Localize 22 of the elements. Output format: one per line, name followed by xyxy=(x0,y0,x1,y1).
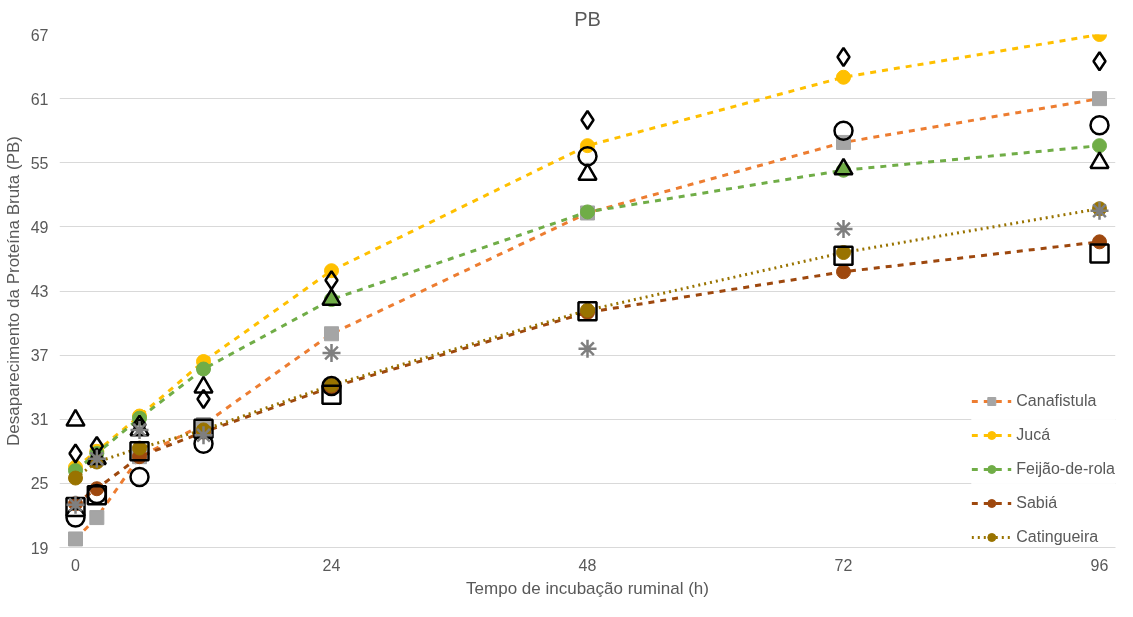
y-tick-label: 19 xyxy=(30,539,49,557)
y-tick-label: 25 xyxy=(30,475,49,493)
x-axis-title: Tempo de incubação ruminal (h) xyxy=(466,578,709,598)
legend-label: Sabiá xyxy=(1016,494,1058,512)
chart-title: PB xyxy=(574,7,601,30)
y-tick-label: 31 xyxy=(30,411,49,429)
legend-label: Feijão-de-rola xyxy=(1016,460,1115,478)
legend-label: Canafistula xyxy=(1016,392,1097,410)
x-tick-label: 24 xyxy=(322,556,341,574)
y-axis-title: Desaparecimento da Proteína Bruta (PB) xyxy=(3,136,23,446)
x-tick-label: 48 xyxy=(578,556,597,574)
x-tick-label: 72 xyxy=(834,556,853,574)
y-tick-label: 49 xyxy=(30,218,49,236)
y-tick-label: 43 xyxy=(30,283,49,300)
x-tick-label: 96 xyxy=(1090,556,1109,574)
y-tick-label: 55 xyxy=(30,154,49,172)
legend-label: Jucá xyxy=(1016,426,1051,444)
legend-label: Catingueira xyxy=(1016,528,1099,546)
x-tick-label: 0 xyxy=(71,556,81,574)
y-tick-label: 61 xyxy=(30,90,49,108)
y-tick-label: 67 xyxy=(30,26,49,44)
y-tick-label: 37 xyxy=(30,347,49,365)
